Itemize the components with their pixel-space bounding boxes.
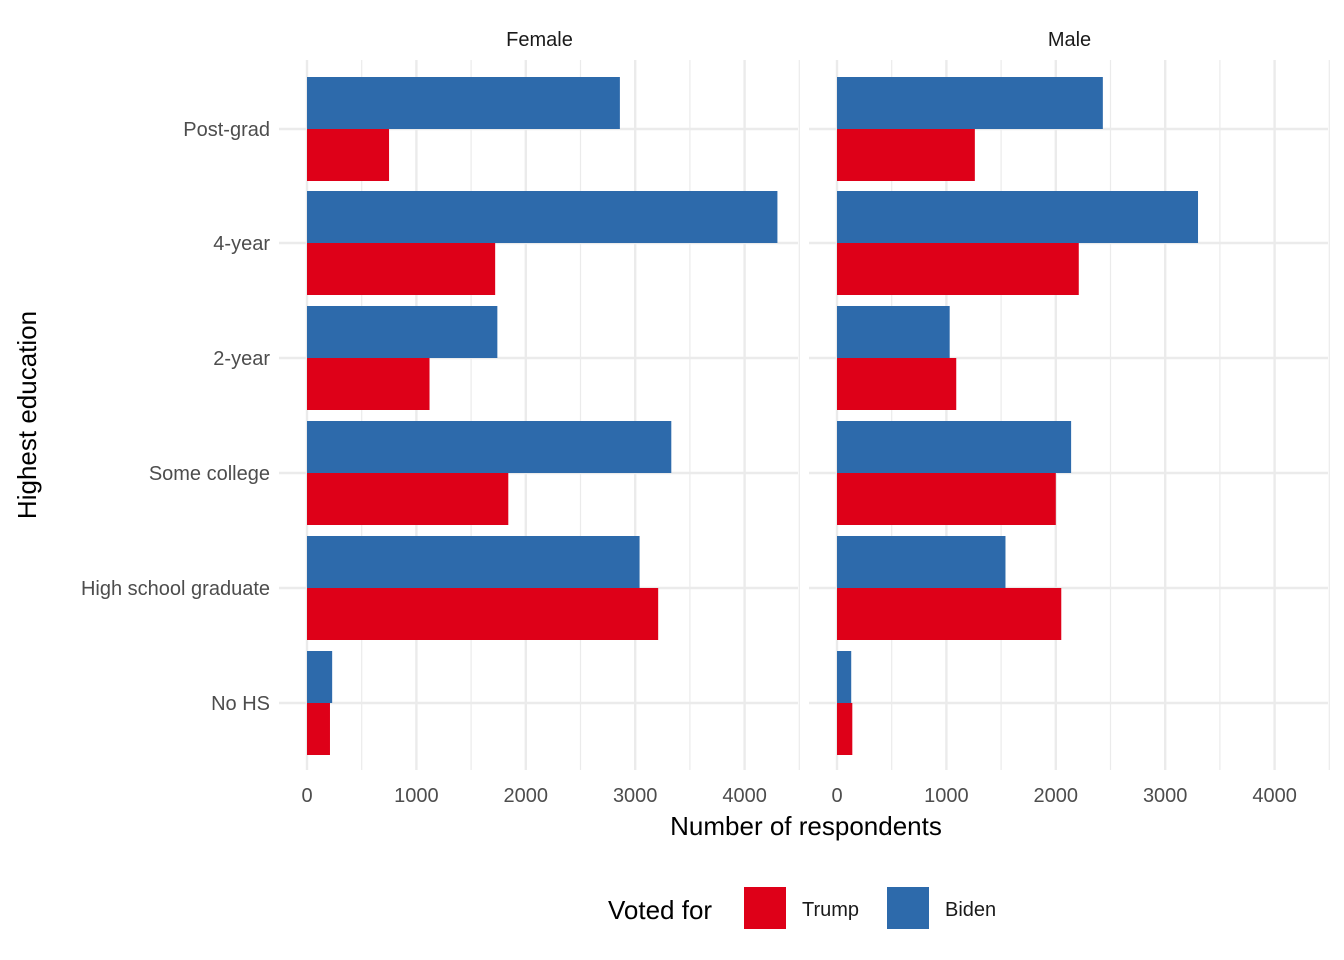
legend-item-biden: Biden [887,887,996,929]
bar-trump-some-college [837,473,1056,525]
bar-biden-some-college [307,421,672,473]
chart-panels: 0 1000 2000 3000 4000 Female 0 1000 2000 3000 4000… [279,29,1330,807]
bar-trump-high-school-graduate [307,588,659,640]
x-tick-label: 0 [831,785,842,807]
legend: Voted for Trump Biden [608,887,996,929]
legend-title: Voted for [608,895,712,925]
legend-key-trump [744,887,786,929]
y-axis-title: Highest education [12,311,42,519]
bar-biden-high-school-graduate [307,536,640,588]
y-tick-label: Post-grad [183,119,270,141]
x-tick-label: 4000 [722,785,767,807]
legend-item-trump: Trump [744,887,859,929]
y-tick-label: High school graduate [81,578,270,600]
x-tick-label: 2000 [1034,785,1079,807]
facet-female: 0 1000 2000 3000 4000 Female [279,29,800,807]
bar-trump-4-year [307,243,496,295]
bar-trump-no-hs [307,703,330,755]
x-tick-label: 1000 [394,785,439,807]
y-tick-label: 4-year [213,233,270,255]
bar-trump-4-year [837,243,1079,295]
bar-trump-2-year [837,358,957,410]
x-tick-label: 1000 [924,785,969,807]
bars [837,77,1199,755]
bar-biden-2-year [837,306,950,358]
bar-biden-post-grad [837,77,1103,129]
x-tick-label: 0 [301,785,312,807]
legend-label: Biden [945,899,996,921]
x-tick-label: 2000 [504,785,549,807]
y-tick-label: No HS [211,693,270,715]
x-tick-label: 3000 [1143,785,1188,807]
y-tick-label: Some college [149,463,270,485]
x-tick-label: 3000 [613,785,658,807]
legend-items: Trump Biden [744,887,996,929]
bar-trump-post-grad [307,129,390,181]
bar-trump-no-hs [837,703,853,755]
y-tick-label: 2-year [213,348,270,370]
bar-biden-high-school-graduate [837,536,1006,588]
facet-strip-label: Female [506,29,573,51]
bar-trump-2-year [307,358,430,410]
legend-label: Trump [802,899,859,921]
bar-biden-2-year [307,306,498,358]
bar-biden-some-college [837,421,1072,473]
facet-male: 0 1000 2000 3000 4000 Male [809,29,1330,807]
facet-strip-label: Male [1048,29,1091,51]
bar-biden-no-hs [837,651,852,703]
bar-biden-4-year [307,191,778,243]
x-axis-title: Number of respondents [670,811,942,841]
bars [307,77,778,755]
legend-key-biden [887,887,929,929]
bar-biden-post-grad [307,77,620,129]
bar-trump-high-school-graduate [837,588,1062,640]
bar-trump-some-college [307,473,509,525]
bar-trump-post-grad [837,129,975,181]
x-tick-label: 4000 [1252,785,1297,807]
y-tick-labels: No HS High school graduate Some college 2-y… [81,119,270,715]
bar-biden-no-hs [307,651,333,703]
bar-biden-4-year [837,191,1199,243]
